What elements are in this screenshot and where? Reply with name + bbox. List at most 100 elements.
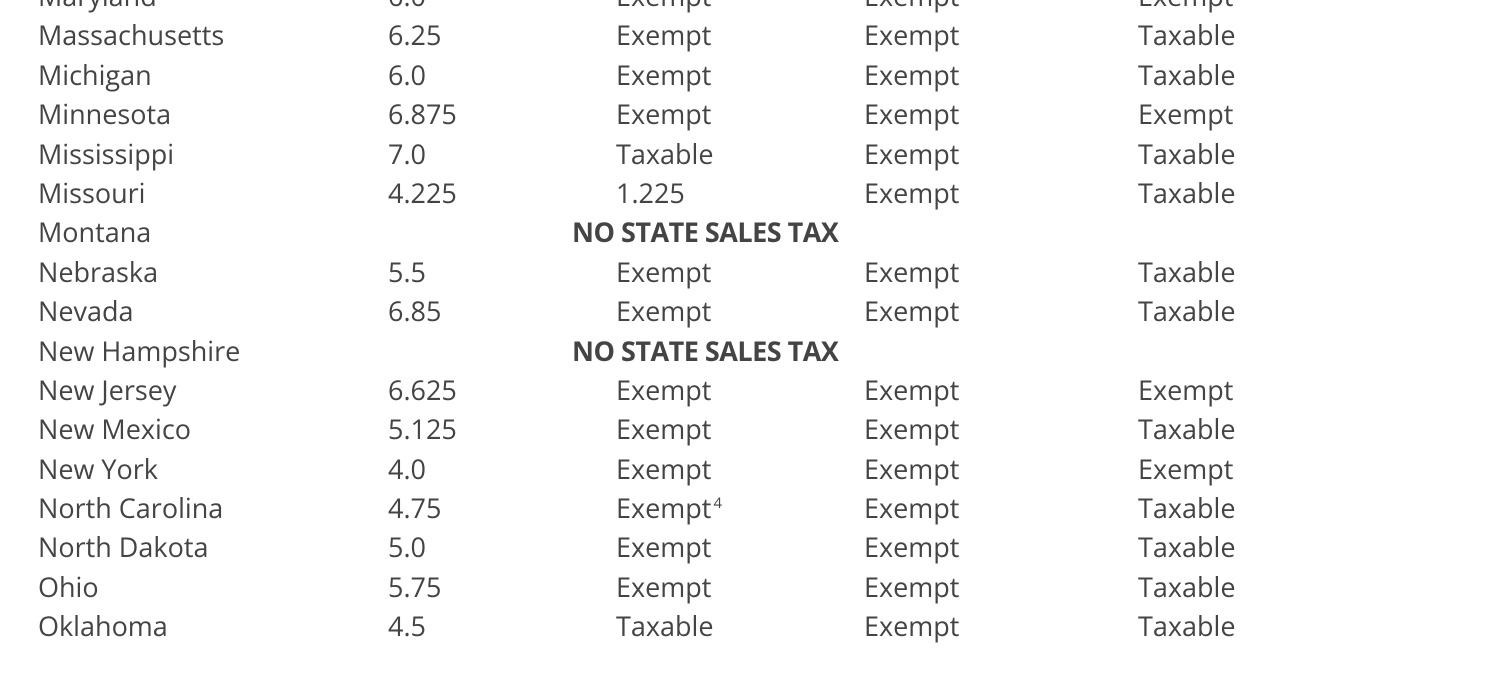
state-cell: North Carolina <box>0 488 388 527</box>
col5-cell: Taxable <box>1138 488 1398 527</box>
rate-cell: 4.0 <box>388 449 616 488</box>
state-cell: Oklahoma <box>0 606 388 645</box>
table-row: Minnesota6.875ExemptExemptExempt <box>0 94 1500 133</box>
col4-cell: Exempt <box>864 291 1138 330</box>
col4-cell: Exempt <box>864 488 1138 527</box>
col3-cell: Exempt <box>616 94 864 133</box>
col5-cell: Taxable <box>1138 567 1398 606</box>
state-cell: Michigan <box>0 55 388 94</box>
col3-cell: Exempt <box>616 370 864 409</box>
col5-cell: Exempt <box>1138 370 1398 409</box>
col4-cell: Exempt <box>864 527 1138 566</box>
no-tax-label: NO STATE SALES TAX <box>388 212 1500 251</box>
col4-cell: Exempt <box>864 55 1138 94</box>
col5-cell: Taxable <box>1138 134 1398 173</box>
col5-cell: Exempt <box>1138 94 1398 133</box>
table-row: New Jersey6.625ExemptExemptExempt <box>0 370 1500 409</box>
state-cell: Minnesota <box>0 94 388 133</box>
state-cell: New York <box>0 449 388 488</box>
table-row: Maryland6.0ExemptExemptExempt <box>0 0 1500 15</box>
col5-cell: Taxable <box>1138 527 1398 566</box>
table-row: North Carolina4.75Exempt4ExemptTaxable <box>0 488 1500 527</box>
col5-cell: Exempt <box>1138 0 1398 15</box>
state-cell: Ohio <box>0 567 388 606</box>
col3-cell: Exempt <box>616 449 864 488</box>
rate-cell: 6.875 <box>388 94 616 133</box>
col5-cell: Taxable <box>1138 173 1398 212</box>
state-cell: New Jersey <box>0 370 388 409</box>
footnote-sup: 4 <box>713 493 722 513</box>
col3-cell: Exempt <box>616 291 864 330</box>
col3-cell: Exempt <box>616 15 864 54</box>
table-row: Massachusetts6.25ExemptExemptTaxable <box>0 15 1500 54</box>
table-row: Oklahoma4.5TaxableExemptTaxable <box>0 606 1500 645</box>
no-tax-span: NO STATE SALES TAX <box>388 331 1500 370</box>
state-cell: Missouri <box>0 173 388 212</box>
table-row: Michigan6.0ExemptExemptTaxable <box>0 55 1500 94</box>
state-cell: North Dakota <box>0 527 388 566</box>
no-tax-label: NO STATE SALES TAX <box>388 331 1500 370</box>
rate-cell: 4.225 <box>388 173 616 212</box>
col4-cell: Exempt <box>864 606 1138 645</box>
state-cell: Montana <box>0 212 388 251</box>
col4-cell: Exempt <box>864 0 1138 15</box>
col3-cell: Exempt <box>616 55 864 94</box>
table-row: North Dakota5.0ExemptExemptTaxable <box>0 527 1500 566</box>
state-cell: Nevada <box>0 291 388 330</box>
col3-cell: Exempt <box>616 409 864 448</box>
col3-cell: Exempt <box>616 567 864 606</box>
col4-cell: Exempt <box>864 134 1138 173</box>
col5-cell: Taxable <box>1138 606 1398 645</box>
rate-cell: 7.0 <box>388 134 616 173</box>
table-row: Ohio5.75ExemptExemptTaxable <box>0 567 1500 606</box>
col5-cell: Taxable <box>1138 409 1398 448</box>
col3-cell: Exempt <box>616 527 864 566</box>
rate-cell: 5.75 <box>388 567 616 606</box>
col5-cell: Taxable <box>1138 252 1398 291</box>
col3-cell: Exempt <box>616 252 864 291</box>
table-row: Missouri4.2251.225ExemptTaxable <box>0 173 1500 212</box>
rate-cell: 6.25 <box>388 15 616 54</box>
state-cell: Mississippi <box>0 134 388 173</box>
table-row: New York4.0ExemptExemptExempt <box>0 449 1500 488</box>
col5-cell: Taxable <box>1138 291 1398 330</box>
col4-cell: Exempt <box>864 252 1138 291</box>
col4-cell: Exempt <box>864 409 1138 448</box>
rate-cell: 4.75 <box>388 488 616 527</box>
col5-cell: Exempt <box>1138 449 1398 488</box>
table-row: Nevada6.85ExemptExemptTaxable <box>0 291 1500 330</box>
table-row: MontanaNO STATE SALES TAX <box>0 212 1500 251</box>
col5-cell: Taxable <box>1138 15 1398 54</box>
rate-cell: 4.5 <box>388 606 616 645</box>
col4-cell: Exempt <box>864 567 1138 606</box>
state-cell: Nebraska <box>0 252 388 291</box>
col3-cell: Exempt4 <box>616 488 864 527</box>
rate-cell: 5.0 <box>388 527 616 566</box>
table-row: New HampshireNO STATE SALES TAX <box>0 331 1500 370</box>
no-tax-span: NO STATE SALES TAX <box>388 212 1500 251</box>
col3-cell: Exempt <box>616 0 864 15</box>
col4-cell: Exempt <box>864 94 1138 133</box>
state-cell: New Hampshire <box>0 331 388 370</box>
state-cell: Maryland <box>0 0 388 15</box>
rate-cell: 6.625 <box>388 370 616 409</box>
rate-cell: 6.0 <box>388 55 616 94</box>
rate-cell: 5.125 <box>388 409 616 448</box>
col3-cell: Taxable <box>616 606 864 645</box>
col5-cell: Taxable <box>1138 55 1398 94</box>
col4-cell: Exempt <box>864 15 1138 54</box>
sales-tax-table: Maryland6.0ExemptExemptExemptMassachuset… <box>0 0 1500 646</box>
state-cell: Massachusetts <box>0 15 388 54</box>
table-row: Nebraska5.5ExemptExemptTaxable <box>0 252 1500 291</box>
rate-cell: 6.0 <box>388 0 616 15</box>
table-row: New Mexico5.125ExemptExemptTaxable <box>0 409 1500 448</box>
rate-cell: 6.85 <box>388 291 616 330</box>
table-row: Mississippi7.0TaxableExemptTaxable <box>0 134 1500 173</box>
col4-cell: Exempt <box>864 449 1138 488</box>
col4-cell: Exempt <box>864 370 1138 409</box>
col3-cell: 1.225 <box>616 173 864 212</box>
col4-cell: Exempt <box>864 173 1138 212</box>
state-cell: New Mexico <box>0 409 388 448</box>
rate-cell: 5.5 <box>388 252 616 291</box>
col3-cell: Taxable <box>616 134 864 173</box>
